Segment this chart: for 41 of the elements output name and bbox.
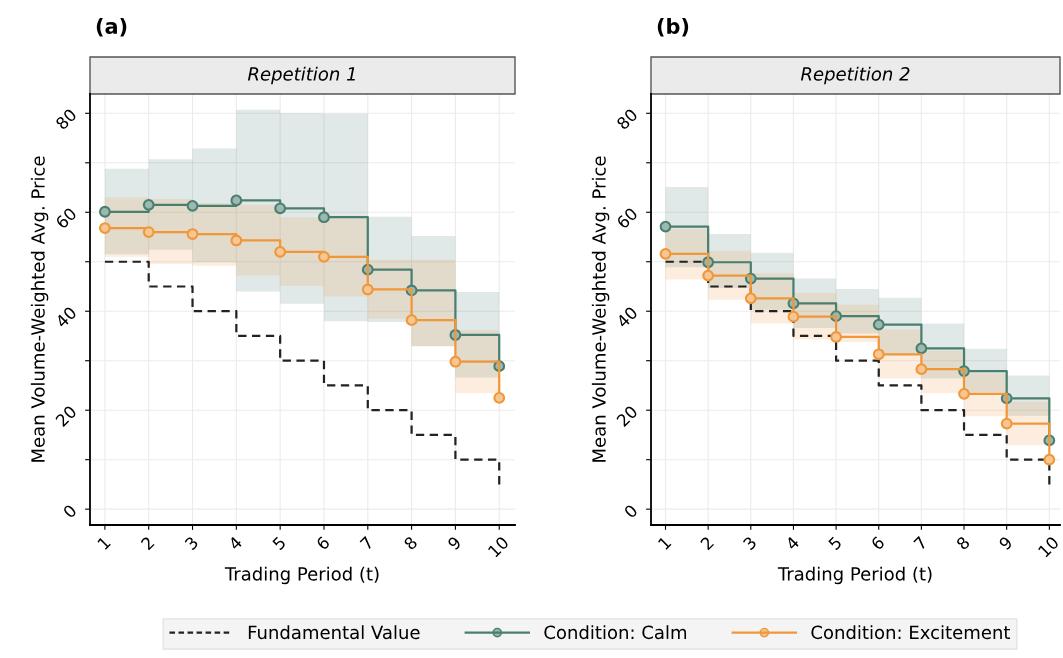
chart-title: (b): [657, 17, 689, 37]
y-tick-label: 80: [615, 107, 639, 131]
y-tick-label: 20: [615, 404, 639, 428]
y-tick-label: 0: [623, 503, 639, 519]
x-tick-label: 1: [657, 536, 672, 550]
x-tick-label: 4: [784, 535, 800, 551]
y-tick-label: 40: [54, 305, 78, 329]
chart-subtitle: Repetition 1: [247, 66, 355, 85]
x-tick-label: 3: [742, 535, 758, 551]
y-tick-label: 60: [615, 206, 639, 230]
x-tick-label: 5: [827, 536, 843, 551]
x-axis-title: Trading Period (t): [224, 566, 379, 585]
chart-title: (a): [96, 17, 127, 37]
x-tick-label: 2: [140, 536, 155, 551]
x-tick-label: 8: [955, 535, 971, 551]
y-tick-label: 80: [54, 107, 78, 131]
y-tick-label: 60: [54, 206, 78, 230]
y-tick-label: 20: [54, 404, 78, 428]
x-tick-label: 10: [487, 535, 510, 558]
x-tick-label: 9: [446, 535, 462, 551]
x-tick-label: 4: [227, 535, 243, 551]
legend-label: Condition: Excitement: [811, 625, 1011, 640]
chart-subtitle: Repetition 2: [800, 66, 910, 85]
x-axis-title: Trading Period (t): [777, 566, 932, 585]
x-tick-label: 7: [359, 536, 374, 551]
y-axis-title: Mean Volume-Weighted Avg. Price: [30, 156, 49, 462]
x-tick-label: 6: [870, 535, 886, 551]
x-tick-label: 2: [699, 536, 714, 551]
y-axis-title: Mean Volume-Weighted Avg. Price: [591, 156, 610, 462]
y-tick-label: 40: [615, 305, 639, 329]
x-tick-label: 6: [315, 535, 331, 551]
x-tick-label: 3: [184, 535, 199, 551]
x-tick-label: 9: [998, 535, 1014, 551]
x-tick-label: 7: [913, 536, 928, 551]
legend-label: Fundamental Value: [248, 625, 420, 640]
x-tick-label: 8: [403, 535, 418, 551]
x-tick-label: 1: [97, 536, 111, 550]
legend-label: Condition: Calm: [544, 625, 687, 640]
y-tick-label: 0: [62, 503, 78, 519]
x-tick-label: 10: [1037, 535, 1060, 558]
x-tick-label: 5: [271, 536, 287, 551]
